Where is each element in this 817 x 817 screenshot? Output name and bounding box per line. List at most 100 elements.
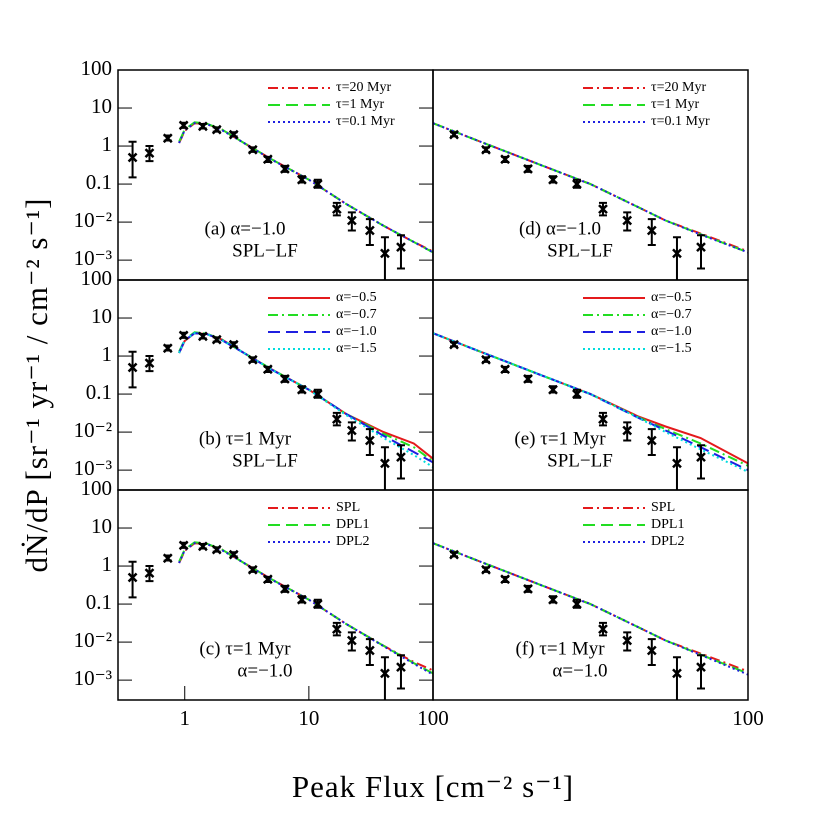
- legend-label: α=−0.5: [336, 290, 377, 305]
- error-bar: [696, 444, 705, 480]
- data-point: [598, 414, 608, 424]
- data-point: [646, 225, 657, 236]
- legend-label: α=−1.0: [651, 324, 692, 339]
- error-bar: [128, 350, 137, 389]
- data-point: [144, 358, 155, 369]
- panel-frame: [432, 489, 749, 701]
- x-tick-label: 1: [179, 706, 190, 730]
- error-bar: [672, 236, 681, 280]
- data-point: [672, 458, 682, 469]
- error-bar: [396, 654, 405, 690]
- y-tick-label: 10⁻²: [74, 418, 112, 442]
- data-point: [646, 645, 657, 656]
- error-bar: [380, 236, 389, 280]
- data-point: [312, 179, 323, 189]
- legend-label: DPL2: [651, 534, 684, 549]
- error-bar: [128, 140, 137, 179]
- error-bar: [672, 446, 681, 490]
- y-tick-label: 100: [81, 476, 113, 500]
- data-point: [523, 584, 533, 594]
- legend-label: α=−1.0: [336, 324, 377, 339]
- legend-label: α=−0.5: [651, 290, 692, 305]
- data-point: [262, 154, 273, 165]
- data-point: [380, 248, 390, 259]
- data-point: [364, 645, 375, 656]
- annotation: (c) τ=1 Myr: [199, 638, 291, 659]
- data-point: [622, 215, 633, 226]
- legend-label: DPL2: [336, 534, 369, 549]
- y-tick-label: 10⁻²: [74, 628, 112, 652]
- panel-plot: [433, 122, 748, 280]
- panel-plot: [433, 542, 748, 700]
- y-tick-label: 0.1: [86, 590, 112, 614]
- data-point: [548, 384, 558, 395]
- annotation: SPL−LF: [547, 450, 613, 471]
- error-bar: [380, 446, 389, 490]
- panel-plot: [127, 540, 433, 700]
- model-curve: [178, 122, 433, 254]
- data-point: [280, 164, 290, 174]
- legend-label: τ=0.1 Myr: [651, 114, 710, 129]
- data-point: [598, 204, 608, 214]
- data-point: [296, 594, 307, 605]
- data-point: [696, 242, 706, 252]
- data-point: [178, 120, 189, 131]
- data-point: [696, 662, 706, 672]
- y-tick-label: 10⁻³: [74, 246, 112, 270]
- data-point: [380, 458, 390, 469]
- error-bar: [696, 234, 705, 270]
- data-point: [262, 364, 273, 375]
- data-point: [262, 574, 273, 585]
- legend-label: SPL: [336, 500, 360, 515]
- legend-label: α=−1.5: [651, 341, 692, 356]
- error-bar: [396, 444, 405, 480]
- annotation: SPL−LF: [232, 240, 298, 261]
- legend-label: DPL1: [651, 517, 684, 532]
- data-point: [481, 144, 491, 155]
- data-point: [127, 362, 138, 373]
- data-point: [523, 374, 533, 384]
- data-point: [211, 124, 222, 135]
- data-point: [211, 334, 222, 345]
- data-point: [449, 549, 459, 560]
- data-point: [523, 164, 533, 174]
- error-bar: [380, 656, 389, 700]
- y-tick-label: 100: [81, 266, 113, 290]
- data-point: [572, 599, 582, 609]
- legend-label: τ=20 Myr: [336, 80, 391, 95]
- annotation: SPL−LF: [232, 450, 298, 471]
- data-point: [696, 452, 706, 462]
- data-point: [178, 330, 189, 341]
- legend-label: τ=1 Myr: [651, 97, 699, 112]
- data-point: [296, 174, 307, 185]
- data-point: [672, 668, 682, 679]
- legend-label: DPL1: [336, 517, 369, 532]
- data-point: [572, 179, 582, 189]
- data-point: [396, 242, 406, 252]
- data-point: [346, 425, 357, 436]
- data-point: [500, 364, 510, 375]
- data-point: [449, 129, 459, 140]
- legend-label: τ=20 Myr: [651, 80, 706, 95]
- y-tick-label: 10: [91, 94, 112, 118]
- error-bar: [696, 654, 705, 690]
- data-point: [162, 553, 173, 564]
- model-curve: [178, 332, 433, 468]
- data-point: [280, 374, 290, 384]
- data-point: [449, 339, 459, 350]
- model-curve: [433, 332, 748, 472]
- data-point: [247, 564, 258, 575]
- data-point: [346, 215, 357, 226]
- data-point: [622, 425, 633, 436]
- data-point: [312, 389, 323, 399]
- y-tick-label: 0.1: [86, 170, 112, 194]
- error-bar: [672, 656, 681, 700]
- model-curve: [433, 332, 748, 473]
- annotation: α=−1.0: [552, 660, 607, 681]
- panel-plot: [433, 332, 748, 490]
- y-tick-label: 1: [102, 342, 113, 366]
- data-point: [127, 572, 138, 583]
- data-point: [364, 225, 375, 236]
- x-tick-label: 10: [298, 706, 319, 730]
- data-point: [646, 435, 657, 446]
